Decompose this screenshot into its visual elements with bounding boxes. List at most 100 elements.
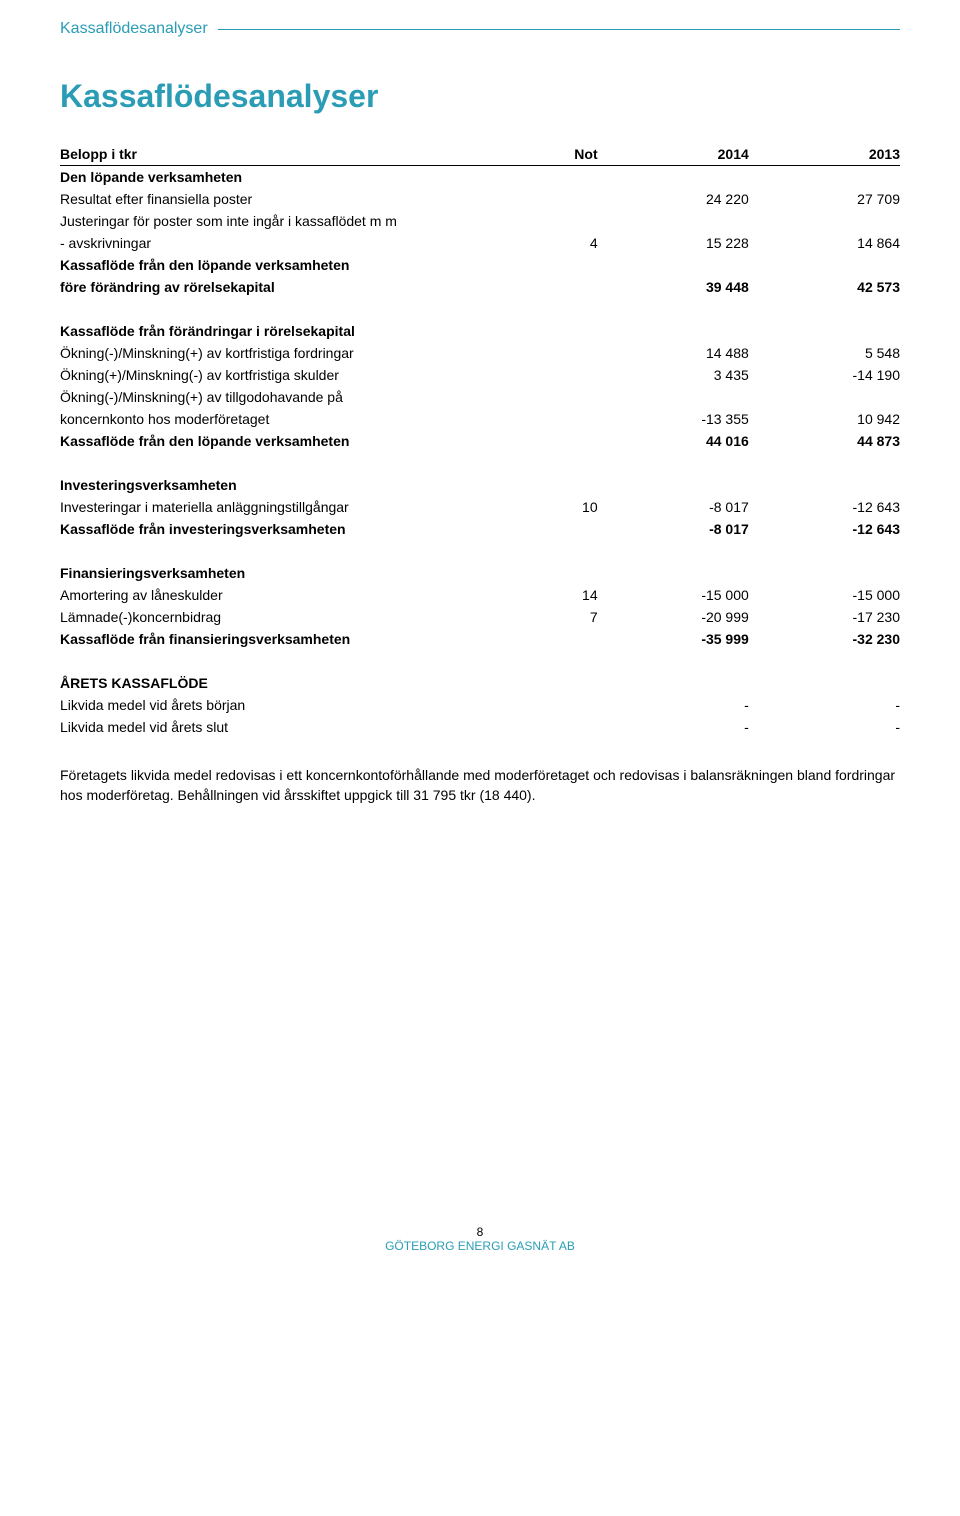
gap-cell — [60, 298, 900, 320]
gap-cell — [60, 452, 900, 474]
row-y1: -15 000 — [598, 584, 749, 606]
row-label: Justeringar för poster som inte ingår i … — [60, 210, 497, 232]
gap-cell — [60, 540, 900, 562]
section-label: Kassaflödesanalyser — [60, 20, 218, 38]
row-note — [497, 342, 598, 364]
row-y1: -35 999 — [598, 628, 749, 650]
page-number: 8 — [60, 1225, 900, 1239]
row-y2 — [749, 672, 900, 694]
row-note — [497, 210, 598, 232]
table-row: Kassaflöde från finansieringsverksamhete… — [60, 628, 900, 650]
row-y1: 24 220 — [598, 188, 749, 210]
notes-paragraph: Företagets likvida medel redovisas i ett… — [60, 766, 900, 805]
row-note — [497, 518, 598, 540]
table-row — [60, 298, 900, 320]
table-row: Justeringar för poster som inte ingår i … — [60, 210, 900, 232]
header-year2: 2013 — [749, 143, 900, 166]
row-label: Investeringar i materiella anläggningsti… — [60, 496, 497, 518]
table-row: Resultat efter finansiella poster24 2202… — [60, 188, 900, 210]
row-y2: 27 709 — [749, 188, 900, 210]
header-label: Belopp i tkr — [60, 143, 497, 166]
row-y1: -13 355 — [598, 408, 749, 430]
row-label: Likvida medel vid årets början — [60, 694, 497, 716]
row-label: Lämnade(-)koncernbidrag — [60, 606, 497, 628]
row-note — [497, 276, 598, 298]
row-note: 10 — [497, 496, 598, 518]
row-note — [497, 408, 598, 430]
row-note — [497, 430, 598, 452]
row-label: före förändring av rörelsekapital — [60, 276, 497, 298]
table-row — [60, 540, 900, 562]
header-year1: 2014 — [598, 143, 749, 166]
table-row: Kassaflöde från investeringsverksamheten… — [60, 518, 900, 540]
row-y2 — [749, 254, 900, 276]
row-y2 — [749, 386, 900, 408]
row-y1 — [598, 562, 749, 584]
table-row: Den löpande verksamheten — [60, 166, 900, 189]
row-label: Ökning(-)/Minskning(+) av kortfristiga f… — [60, 342, 497, 364]
row-y2: 44 873 — [749, 430, 900, 452]
row-y1 — [598, 672, 749, 694]
row-y1 — [598, 210, 749, 232]
row-y1: 3 435 — [598, 364, 749, 386]
row-y2: 14 864 — [749, 232, 900, 254]
row-label: Investeringsverksamheten — [60, 474, 497, 496]
row-y1: - — [598, 716, 749, 738]
row-note: 4 — [497, 232, 598, 254]
table-row: Investeringsverksamheten — [60, 474, 900, 496]
row-label: Finansieringsverksamheten — [60, 562, 497, 584]
table-row: Kassaflöde från förändringar i rörelseka… — [60, 320, 900, 342]
table-row: Ökning(-)/Minskning(+) av tillgodohavand… — [60, 386, 900, 408]
table-row: koncernkonto hos moderföretaget -13 35510… — [60, 408, 900, 430]
row-y1: 15 228 — [598, 232, 749, 254]
row-note: 7 — [497, 606, 598, 628]
row-y2: 5 548 — [749, 342, 900, 364]
row-y2: 42 573 — [749, 276, 900, 298]
row-y2 — [749, 210, 900, 232]
row-label: Den löpande verksamheten — [60, 166, 497, 189]
row-y1: 44 016 — [598, 430, 749, 452]
row-label: koncernkonto hos moderföretaget — [60, 408, 497, 430]
page-header: Kassaflödesanalyser — [60, 20, 900, 38]
row-note — [497, 474, 598, 496]
row-y1: 14 488 — [598, 342, 749, 364]
row-y2 — [749, 320, 900, 342]
row-y2: - — [749, 694, 900, 716]
table-row — [60, 452, 900, 474]
row-label: Kassaflöde från investeringsverksamheten — [60, 518, 497, 540]
row-y1 — [598, 166, 749, 189]
row-y2: -12 643 — [749, 496, 900, 518]
header-rule — [218, 29, 900, 30]
table-row: ÅRETS KASSAFLÖDE — [60, 672, 900, 694]
row-note — [497, 254, 598, 276]
row-note — [497, 364, 598, 386]
row-label: - avskrivningar — [60, 232, 497, 254]
row-note — [497, 716, 598, 738]
gap-cell — [60, 650, 900, 672]
row-y2: -14 190 — [749, 364, 900, 386]
row-y1: -8 017 — [598, 496, 749, 518]
table-row: Ökning(-)/Minskning(+) av kortfristiga f… — [60, 342, 900, 364]
row-label: Likvida medel vid årets slut — [60, 716, 497, 738]
row-note — [497, 628, 598, 650]
row-y2: 10 942 — [749, 408, 900, 430]
table-row: Likvida medel vid årets slut -- — [60, 716, 900, 738]
table-row: - avskrivningar415 22814 864 — [60, 232, 900, 254]
row-label: Ökning(+)/Minskning(-) av kortfristiga s… — [60, 364, 497, 386]
row-label: Ökning(-)/Minskning(+) av tillgodohavand… — [60, 386, 497, 408]
table-row: före förändring av rörelsekapital39 4484… — [60, 276, 900, 298]
row-y1 — [598, 386, 749, 408]
row-y2: - — [749, 716, 900, 738]
row-y1: -8 017 — [598, 518, 749, 540]
row-y1 — [598, 320, 749, 342]
footer-company: GÖTEBORG ENERGI GASNÄT AB — [385, 1239, 575, 1253]
table-row: Finansieringsverksamheten — [60, 562, 900, 584]
row-note — [497, 694, 598, 716]
header-note: Not — [497, 143, 598, 166]
row-y2 — [749, 166, 900, 189]
row-label: Kassaflöde från förändringar i rörelseka… — [60, 320, 497, 342]
row-y2: -12 643 — [749, 518, 900, 540]
row-note — [497, 166, 598, 189]
table-row: Kassaflöde från den löpande verksamheten… — [60, 430, 900, 452]
row-note: 14 — [497, 584, 598, 606]
